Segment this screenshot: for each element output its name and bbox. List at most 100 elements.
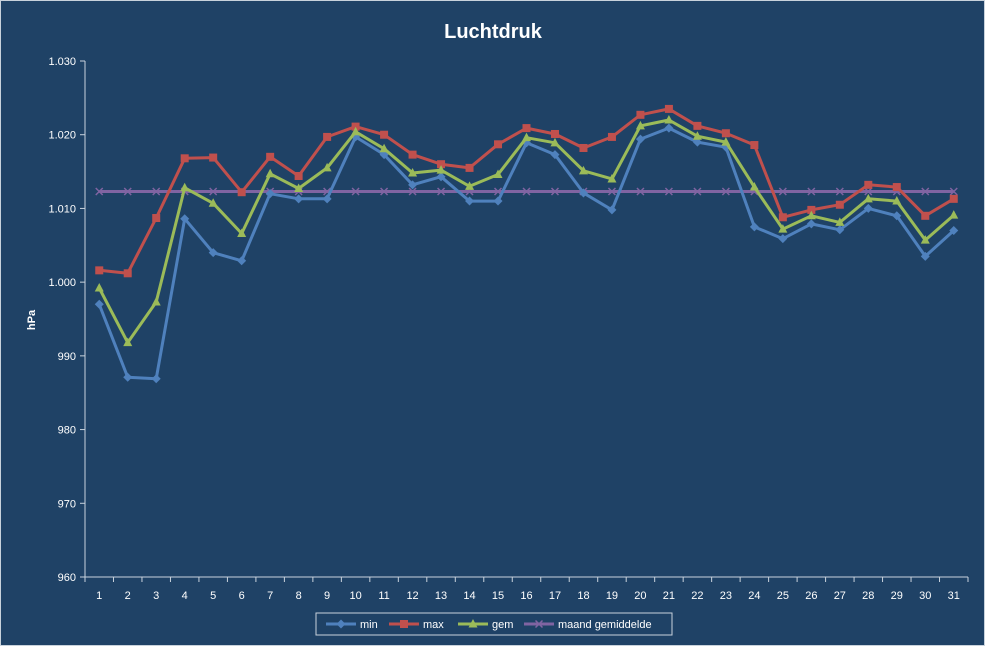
data-point-min — [123, 372, 133, 382]
data-point-gem — [351, 126, 361, 136]
x-tick-label: 28 — [862, 590, 874, 602]
series-gem — [94, 114, 959, 347]
data-point-gem — [379, 143, 389, 153]
legend-label-maand-gemiddelde: maand gemiddelde — [558, 619, 652, 631]
y-tick-label: 990 — [58, 351, 76, 363]
y-tick-label: 970 — [58, 498, 76, 510]
data-point-gem — [635, 120, 645, 130]
x-tick-label: 18 — [577, 590, 589, 602]
x-tick-label: 17 — [549, 590, 561, 602]
legend-marker-maand-gemiddelde — [534, 619, 544, 629]
data-point-min — [265, 189, 275, 199]
x-tick-label: 7 — [267, 590, 273, 602]
x-tick-label: 6 — [239, 590, 245, 602]
data-point-max — [95, 266, 104, 275]
data-point-gem — [322, 162, 332, 172]
data-point-gem — [265, 168, 275, 178]
data-point-max — [949, 194, 958, 203]
y-tick-label: 960 — [58, 572, 76, 584]
data-point-max — [864, 180, 873, 189]
data-point-maand-gemiddelde — [721, 187, 730, 196]
x-tick-label: 11 — [378, 590, 389, 602]
data-point-min — [692, 137, 702, 147]
x-tick-label: 14 — [463, 590, 475, 602]
data-point-max — [123, 269, 132, 278]
data-point-gem — [863, 193, 873, 203]
data-point-maand-gemiddelde — [607, 187, 616, 196]
data-point-gem — [522, 132, 531, 142]
data-point-maand-gemiddelde — [123, 187, 132, 196]
data-point-gem — [664, 114, 674, 124]
legend-box — [315, 612, 673, 636]
data-point-gem — [692, 131, 702, 140]
data-point-min — [322, 194, 332, 204]
data-point-max — [579, 143, 588, 152]
data-point-min — [749, 222, 759, 232]
data-point-gem — [208, 198, 218, 207]
x-tick-label: 8 — [296, 590, 302, 602]
legend-marker-max — [400, 620, 408, 628]
series-max — [95, 104, 958, 278]
data-point-max — [209, 153, 218, 162]
data-point-gem — [892, 196, 902, 205]
data-point-min — [94, 299, 104, 309]
x-tick-label: 5 — [210, 590, 216, 602]
x-tick-label: 23 — [720, 590, 732, 602]
x-tick-label: 1 — [96, 590, 102, 602]
y-tick-label: 1.020 — [48, 130, 76, 142]
data-point-maand-gemiddelde — [95, 187, 104, 196]
data-point-max — [750, 141, 759, 150]
legend-label-min: min — [360, 619, 378, 631]
data-point-gem — [721, 137, 731, 146]
data-point-gem — [465, 181, 475, 190]
data-point-maand-gemiddelde — [380, 187, 389, 196]
x-tick-label: 22 — [691, 590, 703, 602]
data-point-gem — [607, 173, 617, 183]
data-point-min — [607, 205, 617, 215]
data-point-max — [494, 140, 503, 149]
legend-label-gem: gem — [492, 619, 513, 631]
chart-title: Luchtdruk — [444, 21, 543, 43]
data-point-max — [408, 150, 417, 159]
data-point-min — [436, 172, 446, 182]
data-point-gem — [294, 183, 304, 193]
data-point-min — [550, 150, 560, 160]
data-point-min — [465, 196, 475, 206]
legend-marker-min — [336, 619, 346, 629]
data-point-maand-gemiddelde — [864, 187, 873, 196]
data-point-max — [693, 121, 702, 130]
data-point-max — [807, 205, 816, 214]
data-point-max — [664, 104, 673, 113]
y-tick-label: 980 — [58, 425, 76, 437]
data-point-max — [380, 130, 389, 139]
data-point-gem — [550, 137, 560, 147]
x-tick-label: 24 — [748, 590, 760, 602]
data-point-max — [294, 171, 303, 180]
x-tick-label: 31 — [948, 590, 960, 602]
legend-label-max: max — [423, 619, 444, 631]
data-point-max — [522, 124, 531, 133]
legend-marker-gem — [468, 619, 478, 628]
data-point-min — [806, 219, 816, 229]
data-point-min — [835, 225, 845, 235]
data-point-gem — [94, 283, 104, 292]
data-point-maand-gemiddelde — [664, 187, 673, 196]
x-tick-label: 2 — [125, 590, 131, 602]
data-point-max — [607, 132, 616, 141]
data-point-maand-gemiddelde — [921, 187, 930, 196]
data-point-maand-gemiddelde — [351, 187, 360, 196]
x-tick-label: 26 — [805, 590, 817, 602]
x-tick-label: 19 — [606, 590, 618, 602]
y-tick-label: 1.000 — [48, 277, 76, 289]
x-tick-label: 13 — [435, 590, 447, 602]
data-point-min — [237, 256, 247, 266]
data-point-gem — [123, 337, 133, 347]
data-point-maand-gemiddelde — [693, 187, 702, 196]
data-point-max — [550, 129, 559, 138]
x-tick-label: 16 — [520, 590, 532, 602]
data-point-min — [635, 134, 645, 144]
data-point-gem — [408, 168, 418, 177]
x-tick-label: 10 — [349, 590, 361, 602]
